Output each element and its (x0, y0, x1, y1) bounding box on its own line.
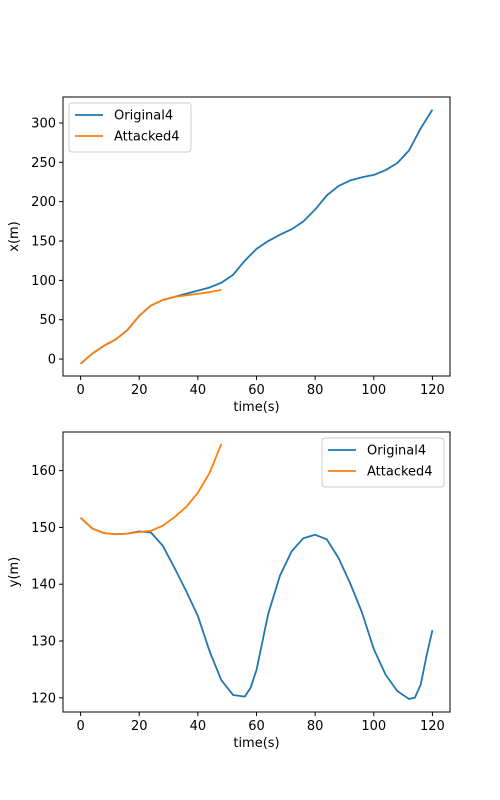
x-tick-label: 80 (307, 383, 324, 398)
series-line-attacked4 (79, 443, 223, 536)
legend: Original4 Attacked4 (68, 102, 192, 153)
y-tick-label: 120 (31, 691, 56, 706)
x-tick-label: 40 (190, 383, 207, 398)
chart-1: 0 20 40 60 80 100 120 0 50 100 150 200 250 300 time(s)… (7, 96, 451, 415)
x-tick-label: 0 (76, 383, 84, 398)
y-tick-label: 150 (31, 521, 56, 536)
y-tick-label: 160 (31, 464, 56, 479)
y-tick-label: 0 (48, 353, 56, 368)
y-axis-label: y(m) (7, 557, 22, 588)
y-tick-label: 300 (31, 116, 56, 131)
legend-label-original4: Original4 (367, 444, 426, 459)
y-tick-label: 50 (39, 313, 56, 328)
y-tick-label: 200 (31, 195, 56, 210)
legend: Original4 Attacked4 (321, 437, 445, 488)
chart-2: 0 20 40 60 80 100 120 120 130 140 150 160 time(s) y(m… (7, 431, 451, 751)
x-axis-label: time(s) (233, 736, 279, 751)
x-tick-label: 80 (307, 719, 324, 734)
x-tick-label: 120 (420, 383, 445, 398)
y-tick-label: 100 (31, 274, 56, 289)
x-tick-label: 100 (361, 383, 386, 398)
y-tick-label: 140 (31, 578, 56, 593)
x-tick-label: 60 (248, 383, 265, 398)
x-tick-label: 0 (76, 719, 84, 734)
x-tick-label: 60 (248, 719, 265, 734)
x-tick-label: 20 (131, 383, 148, 398)
x-tick-label: 120 (420, 719, 445, 734)
series-line-original4 (79, 517, 434, 700)
legend-label-original4: Original4 (114, 109, 173, 124)
y-axis-label: x(m) (7, 221, 22, 252)
y-tick-label: 130 (31, 635, 56, 650)
y-tick-label: 150 (31, 235, 56, 250)
legend-label-attacked4: Attacked4 (114, 130, 180, 145)
series-line-attacked4 (79, 288, 222, 365)
legend-label-attacked4: Attacked4 (367, 465, 433, 480)
y-tick-label: 250 (31, 156, 56, 171)
x-tick-label: 40 (190, 719, 207, 734)
x-tick-label: 100 (361, 719, 386, 734)
x-tick-label: 20 (131, 719, 148, 734)
x-axis-label: time(s) (233, 400, 279, 415)
